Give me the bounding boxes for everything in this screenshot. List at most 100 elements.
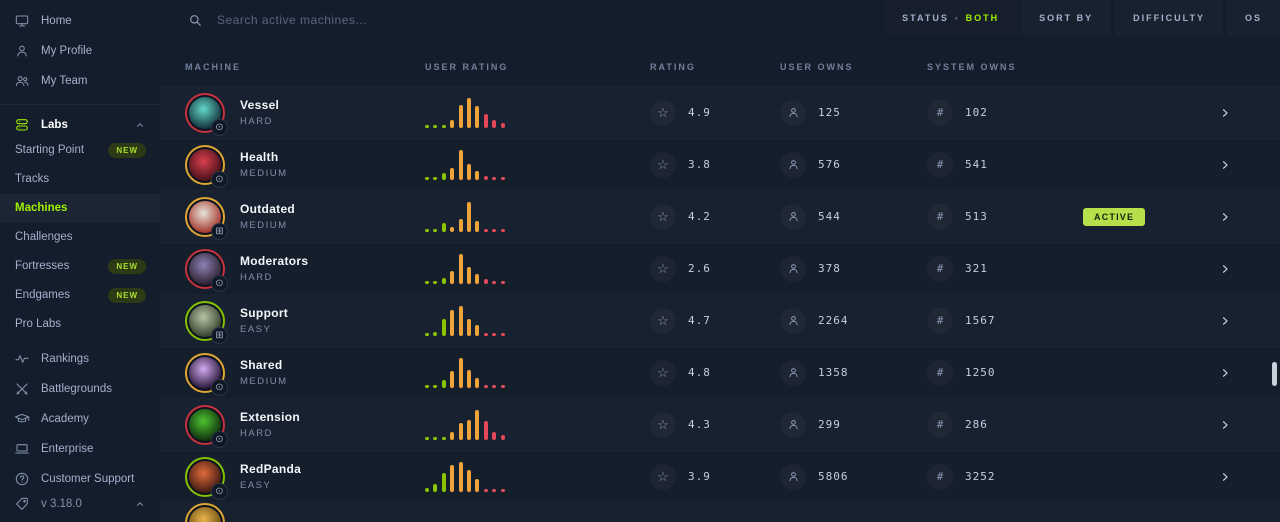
row-action-cell[interactable] (1195, 366, 1260, 380)
system-owns-value: 1250 (965, 366, 996, 379)
table-row[interactable]: ⊙ Extension HARD ☆ 4.3 299 #286 (160, 399, 1280, 451)
system-owns-cell: #513 (927, 204, 1083, 230)
system-owns-value: 286 (965, 418, 988, 431)
row-action-cell[interactable] (1195, 470, 1260, 484)
table-row-partial[interactable] (160, 503, 1280, 522)
table-row[interactable]: ⊙ Vessel HARD ☆ 4.9 125 #102 (160, 87, 1280, 139)
filter-difficulty-button[interactable]: DIFFICULTY (1115, 0, 1223, 36)
sidebar-item-labs[interactable]: Labs (0, 115, 160, 136)
rating-bar (450, 167, 455, 180)
rating-bar (458, 253, 463, 284)
rating-bar (466, 419, 471, 440)
version-label: v 3.18.0 (41, 498, 82, 511)
sidebar-item-customer-support[interactable]: Customer Support (0, 464, 160, 494)
sidebar-item-fortresses[interactable]: Fortresses NEW (0, 252, 160, 281)
sidebar-bottom-group: Rankings Battlegrounds Academy Enterprise Cu… (0, 344, 160, 494)
sidebar-item-machines[interactable]: Machines (0, 193, 160, 223)
chevron-right-icon (1222, 368, 1228, 377)
rating-bar (475, 377, 480, 388)
machine-text: Extension HARD (240, 410, 300, 439)
machine-difficulty: MEDIUM (240, 376, 288, 387)
person-icon (780, 412, 806, 438)
table-row[interactable]: ⊙ Health MEDIUM ☆ 3.8 576 #541 (160, 139, 1280, 191)
filter-os-button[interactable]: OS (1226, 0, 1280, 36)
table-row[interactable]: ⊞ Outdated MEDIUM ☆ 4.2 544 #513 ACTIVE (160, 191, 1280, 243)
rating-bar (425, 228, 429, 232)
machine-avatar: ⊙ (185, 92, 228, 136)
sidebar-item-label: Labs (41, 119, 68, 132)
rating-bar (492, 176, 497, 180)
sidebar-item-enterprise[interactable]: Enterprise (0, 434, 160, 464)
table-row[interactable]: ⊙ Moderators HARD ☆ 2.6 378 #321 (160, 243, 1280, 295)
sidebar-item-pro-labs[interactable]: Pro Labs (0, 310, 160, 339)
table-row[interactable]: ⊞ Support EASY ☆ 4.7 2264 #1567 (160, 295, 1280, 347)
sidebar-item-academy[interactable]: Academy (0, 404, 160, 434)
search-input[interactable] (217, 13, 477, 27)
sidebar-item-home[interactable]: Home (0, 6, 160, 36)
sidebar-top-group: Home My Profile My Team (0, 6, 160, 96)
sidebar-item-my-team[interactable]: My Team (0, 66, 160, 96)
rating-bar (458, 305, 463, 336)
filter-status-button[interactable]: STATUS • BOTH (884, 0, 1018, 36)
filter-sort-by-button[interactable]: SORT BY (1021, 0, 1112, 36)
system-owns-cell: #541 (927, 152, 1083, 178)
sidebar-version[interactable]: v 3.18.0 (0, 494, 160, 514)
sidebar-labs-group: Starting Point NEW Tracks Machines Challenge… (0, 136, 160, 339)
person-icon-glyph (788, 108, 798, 118)
help-icon (15, 473, 29, 486)
rating-bar (492, 119, 497, 128)
chevron-up-icon (137, 123, 143, 127)
rating-bar (425, 436, 429, 440)
rating-bar (433, 176, 438, 180)
rating-bar (441, 472, 446, 492)
sidebar-item-tracks[interactable]: Tracks (0, 165, 160, 194)
rating-bar (458, 104, 463, 128)
os-badge-icon: ⊙ (211, 118, 228, 136)
sidebar-item-label: Academy (41, 413, 89, 426)
machine-avatar: ⊞ (185, 300, 228, 344)
rating-bar (475, 220, 480, 232)
row-action-cell[interactable] (1195, 210, 1260, 224)
row-action-cell[interactable] (1195, 314, 1260, 328)
sidebar-item-starting-point[interactable]: Starting Point NEW (0, 136, 160, 165)
sidebar-item-endgames[interactable]: Endgames NEW (0, 281, 160, 310)
table-row[interactable]: ⊙ Shared MEDIUM ☆ 4.8 1358 #1250 (160, 347, 1280, 399)
row-action-cell[interactable] (1195, 262, 1260, 276)
person-icon-glyph (788, 160, 798, 170)
rating-cell: ☆ 3.8 (650, 152, 780, 178)
user-rating-sparkline (425, 149, 650, 180)
person-icon (780, 360, 806, 386)
rating-bar (483, 420, 488, 440)
user-owns-cell: 576 (780, 152, 927, 178)
machine-avatar-image (189, 507, 221, 522)
user-rating-sparkline (425, 201, 650, 232)
person-icon-glyph (788, 368, 798, 378)
system-owns-value: 102 (965, 106, 988, 119)
rating-bar (483, 113, 488, 128)
sidebar-item-challenges[interactable]: Challenges (0, 223, 160, 252)
sidebar-item-rankings[interactable]: Rankings (0, 344, 160, 374)
star-icon: ☆ (650, 256, 676, 282)
rating-bar (433, 331, 438, 336)
rating-value: 4.3 (688, 418, 711, 431)
row-action-cell[interactable] (1195, 158, 1260, 172)
scrollbar-thumb[interactable] (1272, 362, 1277, 386)
rating-bar (450, 119, 455, 128)
row-action-cell[interactable] (1195, 418, 1260, 432)
sidebar-item-battlegrounds[interactable]: Battlegrounds (0, 374, 160, 404)
sidebar-item-label: Challenges (15, 231, 73, 244)
search-icon (190, 15, 201, 26)
sidebar-item-my-profile[interactable]: My Profile (0, 36, 160, 66)
person-icon-glyph (788, 472, 798, 482)
user-rating-sparkline (425, 305, 650, 336)
os-badge-icon: ⊙ (211, 430, 228, 448)
table-row[interactable]: ⊙ RedPanda EASY ☆ 3.9 5806 #3252 (160, 451, 1280, 503)
column-header-user-owns: USER OWNS (780, 61, 854, 72)
machine-name: Shared (240, 358, 283, 372)
chevron-right-icon (1222, 108, 1228, 117)
os-badge-icon: ⊙ (211, 378, 228, 396)
rating-bar (500, 280, 505, 284)
machine-avatar: ⊞ (185, 196, 228, 240)
row-action-cell[interactable] (1195, 106, 1260, 120)
star-icon: ☆ (650, 412, 676, 438)
